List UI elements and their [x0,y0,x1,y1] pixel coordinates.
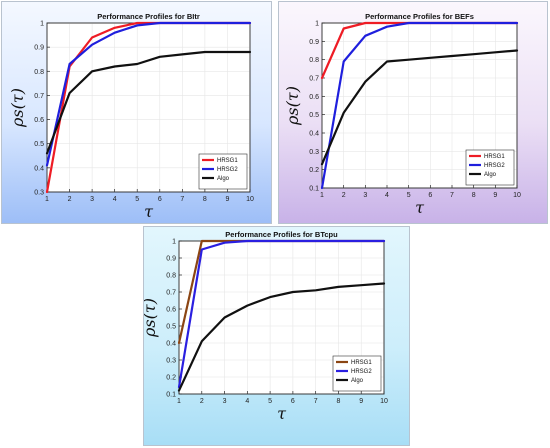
chart3-x-tick-label: 6 [291,398,295,405]
chart1-y-axis-label: ρs(τ) [8,88,27,128]
chart2-y-tick-label: 1 [315,21,319,28]
chart2-y-tick-label: 0.8 [309,57,319,64]
chart1-x-tick-label: 4 [113,196,117,203]
chart3-x-axis-label: τ [277,404,287,423]
chart2-x-tick-label: 1 [320,192,324,199]
chart2-y-tick-label: 0.9 [309,39,319,46]
chart1-legend: HRSG1 HRSG2 Algo [198,153,248,190]
chart2-x-tick-label: 10 [513,192,521,199]
chart3-x-tick-label: 10 [380,398,388,405]
chart1-y-tick-label: 0.3 [34,190,44,197]
chart3-y-tick-label: 0.4 [166,341,176,348]
chart2-x-tick-label: 2 [342,192,346,199]
chart2-x-axis-label: τ [415,198,425,217]
chart2-y-tick-label: 0.1 [309,186,319,193]
chart3-y-tick-label: 0.3 [166,358,176,365]
chart3-series-algo-line [177,282,386,392]
chart2-y-tick-label: 0.3 [309,149,319,156]
chart3-y-tick-label: 0.6 [166,307,176,314]
chart2-y-tick-label: 0.2 [309,167,319,174]
chart1-x-tick-label: 10 [246,196,254,203]
chart1-x-tick-label: 3 [90,196,94,203]
chart2-x-tick-label: 7 [450,192,454,199]
chart3-y-tick-label: 0.1 [166,392,176,399]
chart1-x-tick-label: 7 [180,196,184,203]
chart3-legend-label-hrsg2: HRSG2 [351,369,372,375]
chart3-x-tick-label: 3 [223,398,227,405]
chart2-x-tick-label: 4 [385,192,389,199]
chart3-y-axis-label: ρs(τ) [144,298,159,338]
chart2-y-tick-label: 0.4 [309,131,319,138]
chart1-y-tick-label: 0.6 [34,117,44,124]
chart2-title: Performance Profiles for BEFs [365,12,474,21]
chart1-legend-label-hrsg2: HRSG2 [217,167,238,173]
chart1-x-tick-label: 2 [68,196,72,203]
chart-svg-btcpu: 1 2 3 4 5 6 7 8 9 10 0.1 0.2 0.3 0.4 0.5 0.6 0.7 0.8 0.9 1 P… [144,230,388,423]
chart1-title: Performance Profiles for BItr [97,12,200,21]
chart1-x-tick-label: 8 [203,196,207,203]
chart2-y-tick-label: 0.6 [309,94,319,101]
chart1-y-tick-label: 0.9 [34,45,44,52]
chart1-series-algo-line [45,50,252,155]
chart3-x-tick-label: 1 [177,398,181,405]
chart-panel-bitr: 1 2 3 4 5 6 7 8 9 10 0.3 0.4 0.5 0.6 0.7 0.8 0.9 1 Perform… [1,1,272,224]
chart1-x-tick-label: 1 [45,196,49,203]
chart-panel-befs: 1 2 3 4 5 6 7 8 9 10 0.1 0.2 0.3 0.4 0.5 0.6 0.7 0.8 0.9 1 P… [278,1,548,224]
chart2-x-tick-label: 6 [428,192,432,199]
chart2-y-tick-label: 0.5 [309,112,319,119]
chart2-x-tick-label: 3 [363,192,367,199]
chart1-y-tick-label: 0.5 [34,141,44,148]
chart1-x-tick-label: 9 [225,196,229,203]
chart1-x-axis-label: τ [144,202,154,221]
chart2-x-tick-label: 8 [472,192,476,199]
chart1-y-tick-label: 0.8 [34,69,44,76]
chart2-y-tick-label: 0.7 [309,76,319,83]
chart3-y-tick-label: 1 [172,239,176,246]
chart1-series-hrsg2-line [45,21,252,167]
chart3-x-tick-label: 5 [268,398,272,405]
chart3-y-tick-label: 0.5 [166,324,176,331]
chart3-x-tick-label: 4 [245,398,249,405]
chart2-legend-label-algo: Algo [484,172,497,178]
chart2-series-algo-line [320,49,519,166]
chart3-y-tick-label: 0.8 [166,273,176,280]
chart2-x-tick-label: 9 [493,192,497,199]
chart-svg-bitr: 1 2 3 4 5 6 7 8 9 10 0.3 0.4 0.5 0.6 0.7 0.8 0.9 1 Perform… [8,12,254,221]
chart3-series-hrsg2-line [177,239,386,389]
chart3-x-tick-label: 9 [359,398,363,405]
chart1-y-tick-label: 1 [40,21,44,28]
chart1-x-tick-label: 5 [135,196,139,203]
chart1-y-tick-label: 0.7 [34,93,44,100]
chart3-title: Performance Profiles for BTcpu [225,230,338,239]
chart3-legend-label-hrsg1: HRSG1 [351,360,372,366]
chart2-y-axis-label: ρs(τ) [283,86,302,126]
chart2-x-tick-label: 5 [407,192,411,199]
chart2-series-hrsg2-line [320,21,519,190]
chart-svg-befs: 1 2 3 4 5 6 7 8 9 10 0.1 0.2 0.3 0.4 0.5 0.6 0.7 0.8 0.9 1 P… [283,12,521,217]
chart-panel-btcpu: 1 2 3 4 5 6 7 8 9 10 0.1 0.2 0.3 0.4 0.5 0.6 0.7 0.8 0.9 1 P… [143,226,410,446]
chart3-legend-label-algo: Algo [351,378,364,384]
chart3-x-tick-label: 7 [314,398,318,405]
chart3-x-tick-label: 8 [336,398,340,405]
chart3-y-tick-label: 0.7 [166,290,176,297]
chart1-x-tick-label: 6 [158,196,162,203]
chart3-y-tick-label: 0.9 [166,256,176,263]
chart3-legend: HRSG1 HRSG2 Algo [332,355,382,392]
chart2-legend-label-hrsg2: HRSG2 [484,163,505,169]
chart3-y-tick-label: 0.2 [166,375,176,382]
chart1-y-tick-label: 0.4 [34,165,44,172]
chart1-legend-label-hrsg1: HRSG1 [217,158,238,164]
chart2-legend: HRSG1 HRSG2 Algo [465,149,515,186]
chart1-legend-label-algo: Algo [217,176,230,182]
chart2-legend-label-hrsg1: HRSG1 [484,154,505,160]
chart3-x-tick-label: 2 [200,398,204,405]
